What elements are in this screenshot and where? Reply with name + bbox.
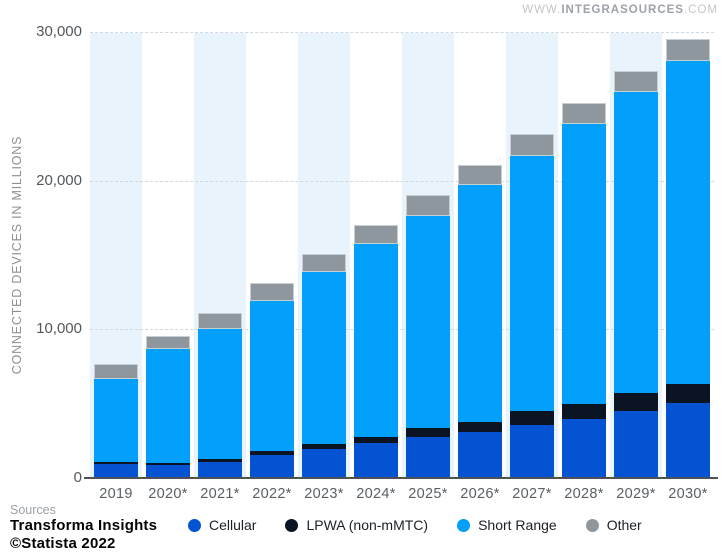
bar-segment-cellular-2021 bbox=[198, 461, 242, 478]
legend-dot-icon bbox=[585, 518, 599, 532]
bar-segment-cellular-2029 bbox=[614, 410, 658, 478]
bar-segment-short-range-2030 bbox=[666, 61, 710, 385]
bar-segment-cellular-2020 bbox=[146, 464, 190, 478]
legend-dot-icon bbox=[285, 518, 299, 532]
bar-segment-short-range-2027 bbox=[510, 155, 554, 411]
legend-item-cellular: Cellular bbox=[188, 517, 256, 533]
bar-segment-lpwa-non-mmtc--2029 bbox=[614, 393, 658, 411]
bar-segment-lpwa-non-mmtc--2028 bbox=[562, 403, 606, 420]
bar-segment-short-range-2026 bbox=[458, 184, 502, 422]
y-tick-label: 30,000 bbox=[36, 23, 82, 40]
watermark-prefix: WWW. bbox=[522, 4, 562, 16]
bar-segment-lpwa-non-mmtc--2027 bbox=[510, 410, 554, 425]
bar-segment-other-2022 bbox=[250, 282, 294, 302]
legend-dot-icon bbox=[457, 518, 471, 532]
bar-segment-short-range-2023 bbox=[302, 272, 346, 444]
watermark-suffix: .COM bbox=[683, 4, 718, 16]
bar-segment-cellular-2023 bbox=[302, 449, 346, 478]
bar-segment-other-2025 bbox=[406, 194, 450, 216]
bar-segment-other-2019 bbox=[94, 364, 138, 379]
legend-label: Cellular bbox=[209, 517, 257, 533]
x-axis-label: 2019 bbox=[99, 486, 133, 502]
y-tick-label: 20,000 bbox=[36, 171, 82, 189]
plot-area bbox=[90, 32, 714, 478]
bar-segment-short-range-2022 bbox=[250, 301, 294, 452]
bar-segment-short-range-2021 bbox=[198, 328, 242, 459]
legend-item-lpwa-non-mmtc-: LPWA (non-mMTC) bbox=[285, 517, 428, 533]
legend: Cellular LPWA (non-mMTC) Short Range Other bbox=[188, 517, 642, 533]
copyright-statista: ©Statista 2022 bbox=[10, 535, 116, 552]
x-axis-label: 2028* bbox=[564, 486, 604, 502]
x-axis-line bbox=[84, 477, 718, 479]
watermark-name: INTEGRASOURCES bbox=[561, 4, 684, 16]
bar-segment-lpwa-non-mmtc--2030 bbox=[666, 384, 710, 404]
bar-segment-lpwa-non-mmtc--2022 bbox=[250, 451, 294, 455]
gridline bbox=[90, 180, 714, 182]
source-name: Transforma Insights bbox=[10, 517, 158, 534]
bar-segment-other-2029 bbox=[614, 70, 658, 92]
bar-segment-lpwa-non-mmtc--2021 bbox=[198, 458, 242, 462]
bar-segment-short-range-2019 bbox=[94, 379, 138, 463]
bar-segment-cellular-2028 bbox=[562, 419, 606, 478]
bar-segment-short-range-2020 bbox=[146, 348, 190, 463]
watermark: WWW.INTEGRASOURCES.COM bbox=[522, 4, 718, 16]
bar-segment-short-range-2025 bbox=[406, 215, 450, 429]
bar-segment-cellular-2024 bbox=[354, 442, 398, 478]
x-axis-label: 2029* bbox=[616, 486, 656, 502]
bar-segment-other-2030 bbox=[666, 39, 710, 62]
bar-segment-other-2028 bbox=[562, 102, 606, 125]
legend-label: Short Range bbox=[478, 517, 557, 533]
bar-segment-other-2021 bbox=[198, 312, 242, 329]
bar-segment-other-2024 bbox=[354, 225, 398, 245]
x-axis-label: 2020* bbox=[148, 486, 188, 502]
legend-dot-icon bbox=[188, 518, 201, 532]
bar-segment-cellular-2019 bbox=[94, 464, 138, 478]
bar-segment-lpwa-non-mmtc--2024 bbox=[354, 436, 398, 443]
bar-segment-other-2026 bbox=[458, 164, 502, 185]
bar-segment-cellular-2026 bbox=[458, 432, 502, 478]
legend-label: Other bbox=[606, 517, 642, 533]
bar-segment-cellular-2030 bbox=[666, 403, 710, 478]
bar-segment-lpwa-non-mmtc--2020 bbox=[146, 462, 190, 465]
x-axis-label: 2030* bbox=[668, 486, 708, 502]
x-axis-label: 2026* bbox=[460, 486, 500, 502]
sources-label: Sources bbox=[10, 503, 56, 517]
bar-segment-other-2027 bbox=[510, 134, 554, 156]
bar-segment-lpwa-non-mmtc--2023 bbox=[302, 443, 346, 450]
legend-item-short-range: Short Range bbox=[457, 517, 557, 533]
y-tick-label: 10,000 bbox=[36, 320, 82, 338]
bar-segment-other-2023 bbox=[302, 253, 346, 273]
x-axis-label: 2024* bbox=[356, 486, 396, 502]
x-axis-label: 2025* bbox=[408, 486, 448, 502]
bar-segment-cellular-2022 bbox=[250, 454, 294, 478]
bar-segment-cellular-2027 bbox=[510, 424, 554, 478]
bar-segment-short-range-2024 bbox=[354, 244, 398, 437]
bar-segment-cellular-2025 bbox=[406, 436, 450, 478]
bar-segment-other-2020 bbox=[146, 335, 190, 349]
bar-segment-short-range-2028 bbox=[562, 124, 606, 404]
x-axis-label: 2021* bbox=[200, 486, 240, 502]
x-axis-label: 2023* bbox=[304, 486, 344, 502]
legend-item-other: Other bbox=[585, 517, 642, 533]
legend-label: LPWA (non-mMTC) bbox=[306, 517, 429, 533]
bar-segment-lpwa-non-mmtc--2019 bbox=[94, 462, 138, 465]
gridline bbox=[90, 32, 714, 33]
gridline bbox=[90, 329, 714, 331]
bar-segment-lpwa-non-mmtc--2025 bbox=[406, 428, 450, 437]
bar-segment-lpwa-non-mmtc--2026 bbox=[458, 421, 502, 433]
x-axis-label: 2027* bbox=[512, 486, 552, 502]
y-tick-label: 0 bbox=[73, 469, 82, 486]
x-axis-label: 2022* bbox=[252, 486, 292, 502]
bar-segment-short-range-2029 bbox=[614, 91, 658, 394]
